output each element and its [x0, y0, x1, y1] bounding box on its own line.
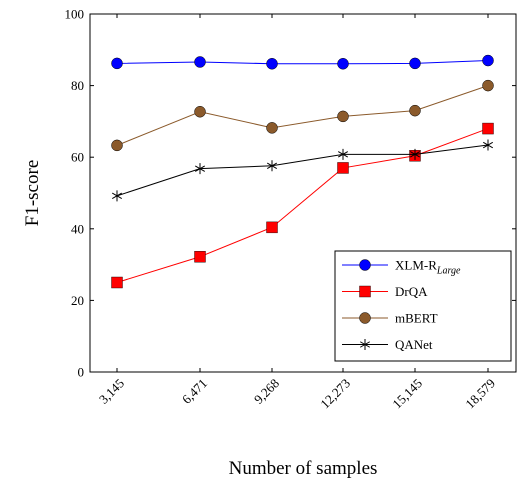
data-point-xlm-r — [482, 54, 494, 67]
y-tick-label: 40 — [71, 221, 84, 236]
data-point-xlm-r — [337, 58, 349, 70]
data-point-drqa — [482, 122, 494, 135]
y-axis-label: F1-score — [22, 160, 43, 226]
y-tick-label: 0 — [78, 365, 85, 380]
y-tick-label: 20 — [71, 293, 84, 308]
x-tick-label: 6,471 — [179, 376, 210, 407]
data-point-drqa — [337, 162, 349, 174]
data-point-drqa — [111, 276, 123, 289]
data-point-mbert — [194, 105, 206, 118]
data-point-mbert — [266, 122, 278, 134]
legend-label-text: mBERT — [395, 311, 438, 326]
data-point-mbert — [482, 79, 494, 92]
data-point-qanet — [266, 160, 278, 172]
legend-marker-mbert — [359, 312, 371, 324]
legend-marker-xlm-r — [359, 259, 371, 271]
data-point-qanet — [111, 190, 123, 202]
data-point-drqa — [266, 221, 278, 234]
series-line-drqa — [116, 128, 489, 283]
plot-frame — [89, 13, 517, 373]
x-tick-label: 9,268 — [251, 376, 282, 407]
legend-label-text: DrQA — [395, 284, 428, 299]
legend-label-subscript: Large — [436, 266, 461, 277]
x-tick-label: 12,273 — [317, 376, 353, 412]
legend-label-text: XLM-R — [395, 258, 437, 273]
series-line-mbert — [116, 85, 489, 146]
y-tick-label: 100 — [65, 7, 85, 22]
legend-marker-qanet — [359, 339, 371, 350]
data-point-qanet — [409, 148, 421, 160]
data-point-mbert — [409, 104, 421, 117]
legend-label-drqa: DrQA — [395, 284, 428, 299]
data-point-qanet — [337, 148, 349, 160]
x-tick-label: 15,145 — [389, 376, 425, 412]
data-point-qanet — [194, 163, 206, 175]
data-point-xlm-r — [111, 57, 123, 70]
legend: XLM-RLarge DrQA mBERT QANet — [334, 250, 512, 362]
x-axis-label: Number of samples — [229, 458, 378, 479]
data-point-drqa — [194, 251, 206, 263]
data-point-mbert — [111, 139, 123, 152]
series-line-qanet — [116, 144, 489, 197]
data-point-xlm-r — [266, 58, 278, 70]
legend-label-mbert: mBERT — [395, 311, 438, 326]
data-point-xlm-r — [409, 57, 421, 70]
y-axis-ticks: 0 20 40 60 80 100 — [65, 7, 516, 380]
data-point-mbert — [337, 110, 349, 123]
legend-label-xlm-r: XLM-RLarge — [395, 258, 461, 277]
series-line-xlm-r — [116, 60, 489, 65]
y-tick-label: 80 — [71, 78, 84, 93]
x-tick-label: 3,145 — [96, 376, 127, 407]
plot-marks — [111, 54, 494, 289]
data-point-qanet — [482, 139, 494, 151]
y-tick-label: 60 — [71, 150, 84, 165]
data-point-xlm-r — [194, 56, 206, 68]
legend-label-text: QANet — [395, 337, 433, 352]
legend-label-qanet: QANet — [395, 337, 433, 352]
legend-marker-drqa — [359, 285, 371, 298]
x-tick-label: 18,579 — [462, 376, 498, 412]
